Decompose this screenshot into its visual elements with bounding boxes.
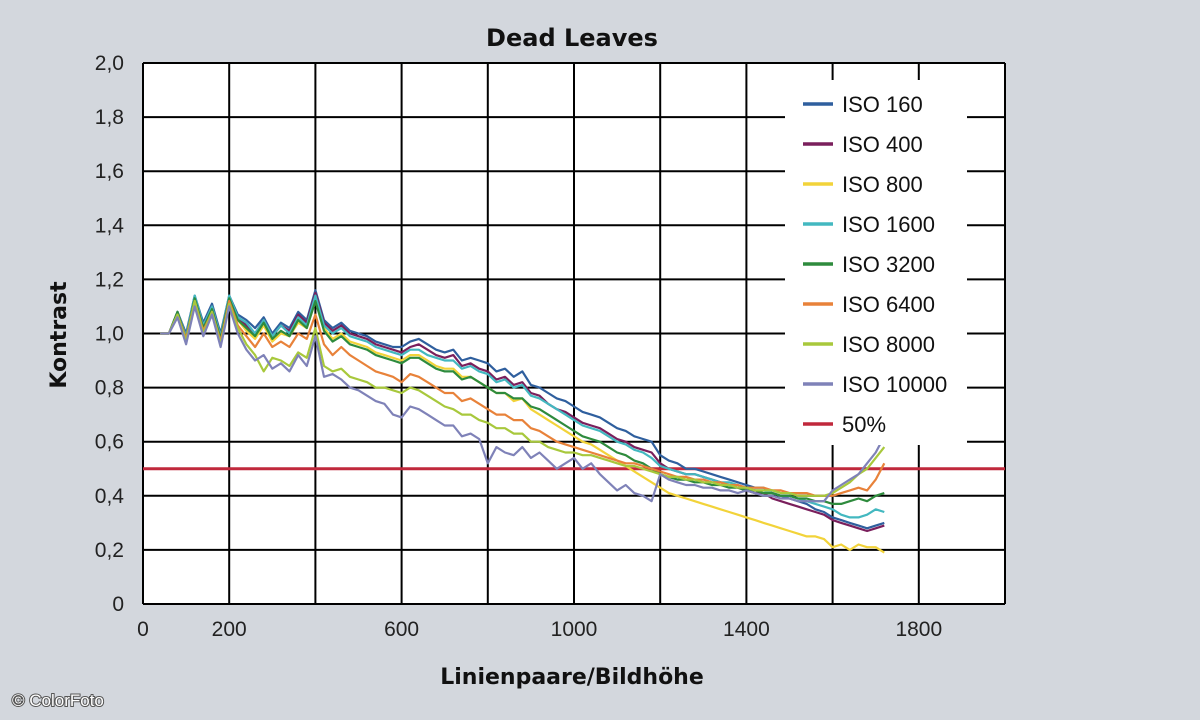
y-tick-label-5: 1,0 (95, 323, 124, 346)
legend-label-8: 50% (842, 412, 886, 437)
x-tick-label-0: 0 (137, 618, 149, 641)
series-line-4 (160, 297, 885, 505)
legend-label-0: ISO 160 (842, 92, 923, 117)
y-axis-ticks: 0 0,2 0,4 0,6 0,8 1,0 1,2 1,4 1,6 1,8 2,0 (95, 52, 125, 616)
x-axis-ticks: 0 200 600 1000 1400 1800 (137, 618, 942, 641)
y-tick-label-0: 0 (112, 593, 124, 616)
y-tick-label-9: 1,8 (95, 106, 124, 129)
legend-label-7: ISO 10000 (842, 372, 947, 397)
series-line-6 (160, 299, 886, 497)
x-tick-label-2: 600 (384, 618, 419, 641)
chart-title: Dead Leaves (486, 24, 658, 52)
y-tick-label-3: 0,6 (95, 431, 124, 454)
y-tick-label-8: 1,6 (95, 160, 124, 183)
legend-label-6: ISO 8000 (842, 332, 935, 357)
series-line-5 (160, 299, 886, 497)
series-line-7 (160, 305, 886, 503)
legend-label-4: ISO 3200 (842, 252, 935, 277)
x-tick-label-5: 1800 (895, 618, 942, 641)
y-tick-label-6: 1,2 (95, 268, 124, 291)
x-axis-label: Linienpaare/Bildhöhe (440, 665, 704, 690)
x-tick-label-4: 1400 (723, 618, 770, 641)
series-lines (160, 289, 886, 554)
y-tick-label-7: 1,4 (95, 214, 125, 237)
copyright-credit: © ColorFoto (12, 691, 104, 710)
legend-label-5: ISO 6400 (842, 292, 935, 317)
legend-label-1: ISO 400 (842, 132, 923, 157)
y-tick-label-1: 0,2 (95, 539, 124, 562)
legend-label-3: ISO 1600 (842, 212, 935, 237)
x-tick-label-1: 200 (212, 618, 247, 641)
y-tick-label-2: 0,4 (95, 485, 125, 508)
y-tick-label-4: 0,8 (95, 377, 124, 400)
y-tick-label-10: 2,0 (95, 52, 124, 75)
x-tick-label-3: 1000 (551, 618, 598, 641)
legend-label-2: ISO 800 (842, 172, 923, 197)
legend: ISO 160 ISO 400 ISO 800 ISO 1600 ISO 3200 ISO… (785, 80, 967, 445)
y-axis-label: Kontrast (47, 281, 72, 389)
